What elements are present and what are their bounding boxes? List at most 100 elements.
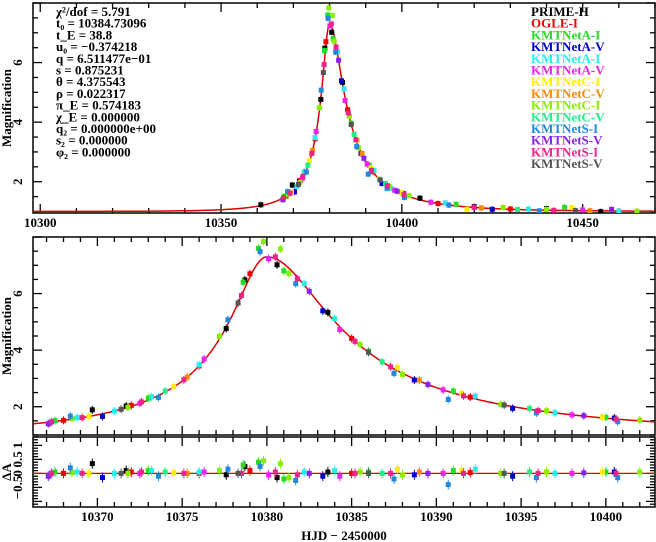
data-point-kmtneta-i (301, 469, 307, 475)
data-point-kmtnets-i (333, 49, 339, 55)
data-point-kmtnetc-v (527, 469, 533, 475)
data-point-kmtnetc-v (416, 469, 422, 475)
x-axis-label: HJD − 2450000 (301, 528, 386, 542)
data-point-kmtneta-v (342, 98, 348, 104)
data-point-kmtnetc-i (216, 468, 222, 474)
data-point-kmtneta-v (440, 387, 446, 393)
zoomed-light-curve-panel: 2 4 6 (10, 236, 656, 436)
y-tick-label: 6 (10, 290, 25, 297)
data-point-kmtnets-i (318, 87, 324, 93)
data-point-kmtnetc-i (498, 401, 504, 407)
data-point-kmtnets-v (501, 402, 507, 408)
data-point-kmtnets-i (446, 202, 452, 208)
data-point-kmtnetc-v (515, 207, 521, 213)
data-point-kmtnets-v (425, 381, 431, 387)
data-point-kmtnetc-i (346, 113, 352, 119)
x-tick-label: 10375 (166, 509, 199, 524)
y-tick-label: 2 (10, 403, 25, 410)
data-point-kmtnets-i (79, 470, 85, 476)
y-tick-label: −0.5 (10, 475, 25, 499)
data-point-kmtnetc-v (162, 388, 168, 394)
data-point-ogle-i (345, 107, 351, 113)
data-point-kmtnetc-v (379, 470, 385, 476)
data-point-kmtneta-v (411, 472, 417, 478)
fit-parameter: t_E = 38.8 (56, 27, 113, 42)
data-point-kmtnets-i (67, 465, 73, 471)
data-point-kmtnets-v (501, 470, 507, 476)
data-point-kmtnets-i (460, 470, 466, 476)
data-point-prime-h (274, 262, 280, 268)
data-point-kmtnets-i (281, 195, 287, 201)
x-tick-label: 10400 (590, 509, 623, 524)
data-point-kmtnets-v (118, 406, 124, 412)
data-point-kmtnets-i (401, 192, 407, 198)
data-point-kmtnets-i (388, 364, 394, 370)
data-point-prime-h (325, 469, 331, 475)
data-point-kmtneta-i (301, 280, 307, 286)
legend-entry: KMTNetC-I (531, 98, 600, 113)
axes-frame (32, 2, 656, 214)
data-point-kmtneta-i (145, 395, 151, 401)
data-point-kmtnets-i (309, 150, 315, 156)
data-point-kmtneta-i (552, 470, 558, 476)
data-point-prime-h (223, 326, 229, 332)
data-point-kmtnets-i (272, 254, 278, 260)
data-point-kmtnets-i (155, 394, 161, 400)
data-point-ogle-i (507, 206, 513, 212)
data-point-kmtnets-i (345, 110, 351, 116)
data-point-kmtneta-v (338, 78, 344, 84)
data-point-kmtnets-i (79, 415, 85, 421)
data-point-kmtneta-i (603, 469, 609, 475)
data-point-prime-h (325, 309, 331, 315)
data-point-kmtnets-i (535, 470, 541, 476)
data-point-kmtnets-v (609, 206, 615, 212)
data-point-kmtneta-i (450, 468, 456, 474)
data-point-kmtnetc-i (326, 5, 332, 11)
data-point-ogle-i (61, 470, 67, 476)
data-point-kmtnets-i (67, 413, 73, 419)
x-tick-label: 10390 (420, 509, 453, 524)
data-point-kmtnetc-i (277, 246, 283, 252)
data-point-prime-h (329, 29, 335, 35)
data-point-kmtnets-v (348, 122, 354, 128)
data-point-kmtnets-i (303, 169, 309, 175)
fit-parameter: χ_E = 0.000000 (55, 109, 140, 124)
data-point-kmtnets-v (394, 188, 400, 194)
data-point-kmtneta-i (472, 393, 478, 399)
data-point-ogle-i (128, 469, 134, 475)
data-point-kmtnetc-i (277, 461, 283, 467)
data-point-kmtnets-i (368, 167, 374, 173)
data-point-kmtnets-v (377, 177, 383, 183)
data-point-kmtnetc-i (69, 470, 75, 476)
data-point-kmtneta-i (240, 462, 246, 468)
data-point-kmtnets-i (613, 416, 619, 422)
data-point-kmtneta-i (321, 48, 327, 54)
data-point-kmtnetc-i (286, 270, 292, 276)
data-point-kmtnets-i (321, 62, 327, 68)
x-tick-label: 10380 (251, 509, 284, 524)
data-point-kmtnetc-i (260, 239, 266, 245)
data-point-kmtnets-v (572, 208, 578, 213)
data-point-kmtnets-i (354, 144, 360, 150)
data-point-kmtneta-i (196, 362, 202, 368)
legend-entry: KMTNetA-V (531, 63, 605, 78)
y-tick-label: 2 (10, 178, 25, 185)
fit-parameter: χ²/dof = 5.791 (55, 4, 131, 19)
data-point-kmtneta-i (442, 200, 448, 206)
data-point-kmtnets-v (320, 70, 326, 76)
data-point-kmtnets-i (294, 276, 300, 282)
data-point-kmtneta-i (341, 86, 347, 92)
data-point-kmtnetc-i (316, 105, 322, 111)
data-point-kmtnets-i (138, 399, 144, 405)
data-point-kmtnetc-i (329, 13, 335, 19)
data-point-ogle-i (61, 417, 67, 423)
data-point-kmtnets-v (235, 300, 241, 306)
y-tick-label: 1 (10, 442, 25, 449)
data-point-kmtneta-v (364, 161, 370, 167)
data-point-prime-h (417, 195, 423, 201)
data-point-kmtnets-i (294, 472, 300, 478)
data-point-ogle-i (247, 468, 253, 474)
legend-entry: KMTNetS-I (531, 144, 598, 159)
fit-parameter: s₂ = 0.000000 (56, 133, 128, 148)
